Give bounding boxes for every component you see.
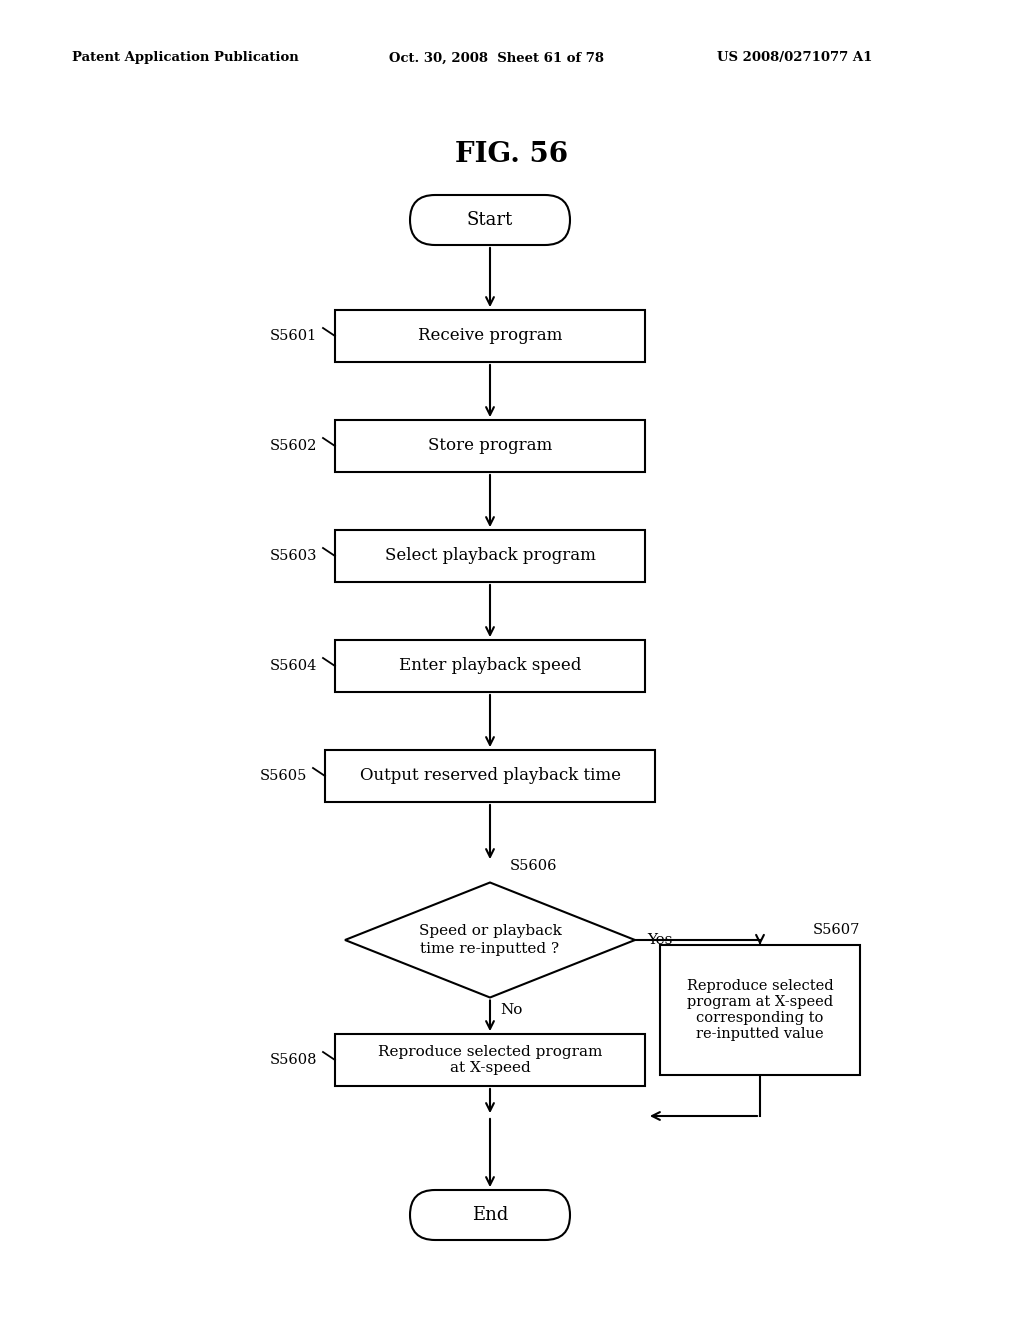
Text: S5606: S5606 bbox=[510, 858, 557, 873]
Text: Reproduce selected
program at X-speed
corresponding to
re-inputted value: Reproduce selected program at X-speed co… bbox=[687, 978, 834, 1041]
FancyBboxPatch shape bbox=[410, 1191, 570, 1239]
Text: S5601: S5601 bbox=[269, 329, 317, 343]
FancyBboxPatch shape bbox=[335, 531, 645, 582]
Text: Oct. 30, 2008  Sheet 61 of 78: Oct. 30, 2008 Sheet 61 of 78 bbox=[389, 51, 604, 65]
Text: End: End bbox=[472, 1206, 508, 1224]
Text: Speed or playback
time re-inputted ?: Speed or playback time re-inputted ? bbox=[419, 924, 561, 956]
Text: Yes: Yes bbox=[647, 933, 673, 946]
Polygon shape bbox=[345, 883, 635, 998]
FancyBboxPatch shape bbox=[325, 750, 655, 803]
Text: FIG. 56: FIG. 56 bbox=[456, 141, 568, 169]
Text: Output reserved playback time: Output reserved playback time bbox=[359, 767, 621, 784]
Text: S5604: S5604 bbox=[269, 659, 317, 673]
FancyBboxPatch shape bbox=[335, 1034, 645, 1086]
Text: S5607: S5607 bbox=[813, 923, 860, 937]
Text: S5608: S5608 bbox=[269, 1053, 317, 1067]
Text: US 2008/0271077 A1: US 2008/0271077 A1 bbox=[717, 51, 872, 65]
FancyBboxPatch shape bbox=[335, 310, 645, 362]
Text: Store program: Store program bbox=[428, 437, 552, 454]
Text: Patent Application Publication: Patent Application Publication bbox=[72, 51, 298, 65]
Text: Reproduce selected program
at X-speed: Reproduce selected program at X-speed bbox=[378, 1045, 602, 1074]
FancyBboxPatch shape bbox=[335, 420, 645, 473]
FancyBboxPatch shape bbox=[660, 945, 860, 1074]
Text: S5602: S5602 bbox=[269, 440, 317, 453]
Text: Enter playback speed: Enter playback speed bbox=[398, 657, 582, 675]
Text: S5603: S5603 bbox=[269, 549, 317, 564]
FancyBboxPatch shape bbox=[335, 640, 645, 692]
Text: Receive program: Receive program bbox=[418, 327, 562, 345]
Text: S5605: S5605 bbox=[260, 770, 307, 783]
Text: Start: Start bbox=[467, 211, 513, 228]
Text: No: No bbox=[500, 1002, 522, 1016]
Text: Select playback program: Select playback program bbox=[385, 548, 595, 565]
FancyBboxPatch shape bbox=[410, 195, 570, 246]
